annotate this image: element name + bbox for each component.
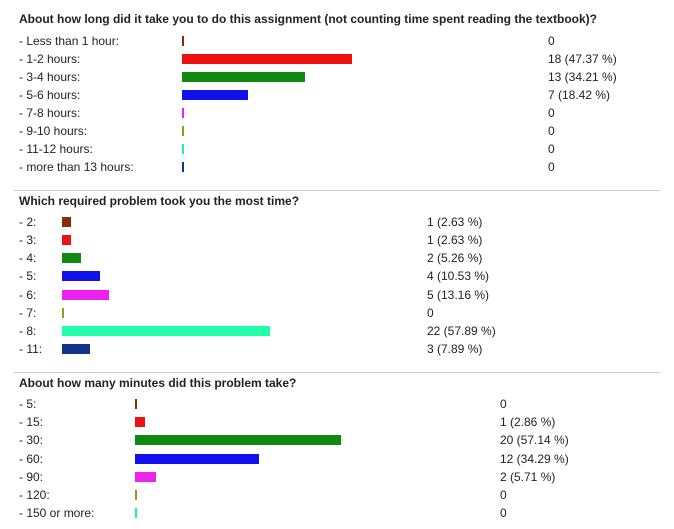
response-count: 0 [548, 142, 555, 156]
result-row: - 120: 0 [14, 486, 660, 504]
question-title: About how many minutes did this problem … [19, 376, 297, 390]
response-bar [135, 471, 156, 482]
answer-label: - 5: [19, 269, 37, 284]
response-count: 13 (34.21 %) [548, 70, 617, 84]
response-count: 7 (18.42 %) [548, 88, 611, 102]
response-count: 4 (10.53 %) [427, 269, 490, 284]
response-count: 2 (5.26 %) [427, 251, 483, 266]
answer-label: - 1-2 hours: [19, 52, 81, 66]
response-count: 2 (5.71 %) [500, 469, 556, 484]
answer-label: - 6: [19, 287, 37, 302]
result-row: - 5: 4 (10.53 %) [14, 267, 660, 285]
answer-label: - 11: [19, 341, 43, 356]
response-bar [135, 508, 137, 519]
answer-label: - 7-8 hours: [19, 106, 81, 120]
answer-label: - 11-12 hours: [19, 142, 93, 156]
answer-label: - 7: [19, 305, 37, 320]
answer-label: - 30: [19, 433, 44, 448]
result-row: - 6: 5 (13.16 %) [14, 286, 660, 304]
response-bar [62, 307, 64, 318]
answer-label: - 5-6 hours: [19, 88, 81, 102]
response-bar [182, 126, 184, 136]
result-row: - 9-10 hours: 0 [14, 122, 660, 140]
response-bar [62, 289, 109, 300]
result-row: - 3-4 hours: 13 (34.21 %) [14, 68, 660, 86]
response-bar [135, 435, 341, 446]
response-count: 0 [500, 487, 507, 502]
response-count: 0 [548, 124, 555, 138]
response-bar [62, 271, 100, 282]
answer-label: - 3: [19, 233, 37, 248]
result-row: - 8: 22 (57.89 %) [14, 322, 660, 340]
response-bar [62, 253, 81, 264]
result-row: - 11-12 hours: 0 [14, 140, 660, 158]
answer-label: - more than 13 hours: [19, 160, 134, 174]
response-count: 0 [548, 34, 555, 48]
response-count: 18 (47.37 %) [548, 52, 617, 66]
response-bar [62, 217, 71, 227]
response-bar [135, 489, 137, 500]
response-bar [62, 325, 270, 336]
result-row: - 60: 12 (34.29 %) [14, 450, 660, 468]
question-title: Which required problem took you the most… [19, 194, 300, 208]
result-row: - 90: 2 (5.71 %) [14, 468, 660, 486]
result-row: - 4: 2 (5.26 %) [14, 249, 660, 267]
result-row: - 15: 1 (2.86 %) [14, 413, 660, 431]
result-row: - 11: 3 (7.89 %) [14, 340, 660, 358]
answer-label: - 9-10 hours: [19, 124, 88, 138]
response-count: 1 (2.86 %) [500, 415, 556, 430]
answer-label: - 5: [19, 397, 37, 411]
answer-label: - 120: [19, 487, 50, 502]
response-bar [182, 54, 352, 64]
answer-label: - 15: [19, 415, 44, 430]
result-row: - 150 or more: 0 [14, 504, 660, 522]
response-bar [182, 36, 184, 46]
result-row: - 7-8 hours: 0 [14, 104, 660, 122]
result-row: - Less than 1 hour: 0 [14, 32, 660, 50]
response-count: 5 (13.16 %) [427, 287, 490, 302]
response-count: 3 (7.89 %) [427, 341, 483, 356]
answer-label: - 8: [19, 323, 37, 338]
response-count: 0 [548, 106, 555, 120]
response-bar [182, 108, 184, 118]
section-divider [14, 190, 660, 191]
result-row: - 3: 1 (2.63 %) [14, 231, 660, 249]
question-title: About how long did it take you to do thi… [19, 12, 597, 26]
response-bar [182, 162, 184, 172]
response-count: 0 [500, 506, 507, 521]
response-bar [62, 343, 90, 354]
response-count: 1 (2.63 %) [427, 215, 483, 229]
answer-label: - 150 or more: [19, 506, 95, 521]
response-count: 20 (57.14 %) [500, 433, 569, 448]
result-row: - 30: 20 (57.14 %) [14, 431, 660, 449]
response-count: 0 [427, 305, 434, 320]
result-row: - 5: 0 [14, 395, 660, 413]
response-bar [135, 453, 259, 464]
response-bar [135, 399, 137, 409]
answer-label: - 2: [19, 215, 37, 229]
result-row: - 5-6 hours: 7 (18.42 %) [14, 86, 660, 104]
response-count: 0 [500, 397, 507, 411]
result-row: - more than 13 hours: 0 [14, 158, 660, 176]
result-row: - 7: 0 [14, 304, 660, 322]
answer-label: - 4: [19, 251, 37, 266]
answer-label: - 60: [19, 451, 44, 466]
response-bar [62, 235, 71, 246]
response-count: 12 (34.29 %) [500, 451, 569, 466]
result-row: - 1-2 hours: 18 (47.37 %) [14, 50, 660, 68]
response-bar [182, 144, 184, 154]
result-row: - 2: 1 (2.63 %) [14, 213, 660, 231]
response-bar [182, 72, 305, 82]
response-bar [135, 417, 145, 428]
response-count: 22 (57.89 %) [427, 323, 496, 338]
response-count: 0 [548, 160, 555, 174]
answer-label: - Less than 1 hour: [19, 34, 120, 48]
response-count: 1 (2.63 %) [427, 233, 483, 248]
answer-label: - 90: [19, 469, 44, 484]
response-bar [182, 90, 248, 100]
answer-label: - 3-4 hours: [19, 70, 81, 84]
section-divider [14, 372, 660, 373]
